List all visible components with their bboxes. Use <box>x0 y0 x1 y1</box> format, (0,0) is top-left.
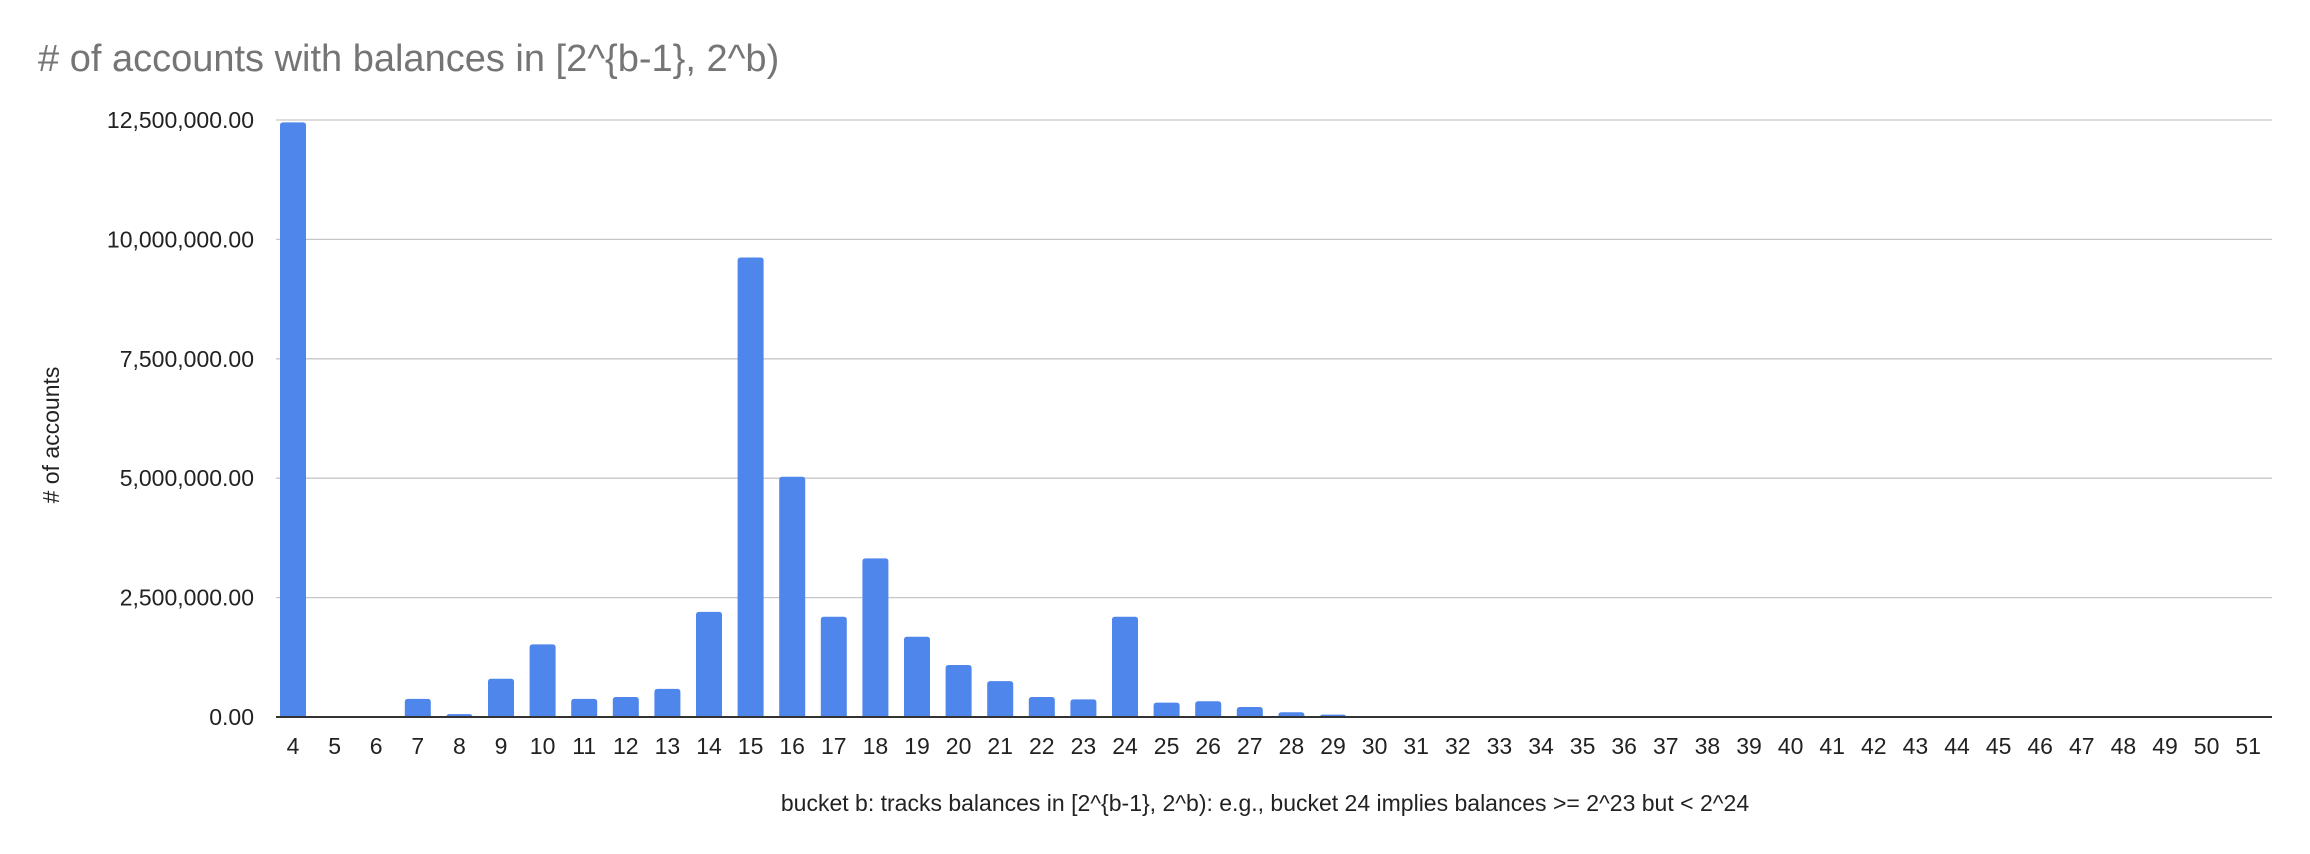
bar-22 <box>1028 696 1055 717</box>
x-tick-label-35: 35 <box>1570 733 1596 759</box>
x-tick-label-38: 38 <box>1695 733 1721 759</box>
bar-15 <box>737 257 764 717</box>
bar-4 <box>280 122 306 717</box>
x-tick-label-23: 23 <box>1071 733 1097 759</box>
x-tick-label-44: 44 <box>1944 733 1970 759</box>
y-tick-label: 7,500,000.00 <box>120 346 254 372</box>
x-tick-label-9: 9 <box>495 733 508 759</box>
bar-13 <box>654 688 681 717</box>
x-tick-label-19: 19 <box>904 733 930 759</box>
chart-title: # of accounts with balances in [2^{b-1},… <box>38 38 779 80</box>
x-tick-label-17: 17 <box>821 733 847 759</box>
x-tick-label-37: 37 <box>1653 733 1679 759</box>
x-tick-label-42: 42 <box>1861 733 1887 759</box>
x-axis-label: bucket b: tracks balances in [2^{b-1}, 2… <box>781 790 1749 816</box>
x-tick-label-40: 40 <box>1778 733 1804 759</box>
x-tick-label-14: 14 <box>696 733 722 759</box>
bar-18 <box>862 558 889 717</box>
bar-20 <box>945 664 972 717</box>
bar-12 <box>612 696 639 717</box>
x-tick-label-48: 48 <box>2111 733 2137 759</box>
bar-11 <box>571 698 598 717</box>
bar-26 <box>1195 701 1222 717</box>
bar-10 <box>529 644 556 717</box>
x-tick-label-43: 43 <box>1903 733 1929 759</box>
x-tick-label-5: 5 <box>328 733 341 759</box>
x-tick-label-45: 45 <box>1986 733 2012 759</box>
bars <box>280 122 2262 717</box>
bar-17 <box>820 616 847 717</box>
bar-25 <box>1153 702 1180 717</box>
y-tick-label: 5,000,000.00 <box>120 465 254 491</box>
x-tick-label-31: 31 <box>1403 733 1429 759</box>
bar-19 <box>904 636 930 717</box>
bar-14 <box>696 611 722 717</box>
x-tick-label-30: 30 <box>1362 733 1388 759</box>
x-tick-label-25: 25 <box>1154 733 1180 759</box>
bar-21 <box>987 681 1014 717</box>
x-tick-label-22: 22 <box>1029 733 1055 759</box>
x-tick-label-13: 13 <box>655 733 681 759</box>
x-tick-label-46: 46 <box>2027 733 2053 759</box>
x-tick-label-49: 49 <box>2152 733 2178 759</box>
bar-27 <box>1236 706 1263 717</box>
x-tick-label-32: 32 <box>1445 733 1471 759</box>
x-tick-label-10: 10 <box>530 733 556 759</box>
y-tick-label: 12,500,000.00 <box>107 107 254 133</box>
bar-7 <box>404 698 431 717</box>
x-tick-label-24: 24 <box>1112 733 1138 759</box>
bar-23 <box>1070 699 1097 717</box>
gridlines <box>276 119 2272 599</box>
x-tick-label-47: 47 <box>2069 733 2095 759</box>
bar-16 <box>779 476 806 717</box>
y-tick-label: 0.00 <box>209 704 254 730</box>
x-tick-label-33: 33 <box>1487 733 1513 759</box>
y-tick-label: 2,500,000.00 <box>120 585 254 611</box>
bar-9 <box>488 678 514 717</box>
bar-24 <box>1112 616 1138 717</box>
x-tick-label-51: 51 <box>2235 733 2261 759</box>
x-tick-label-8: 8 <box>453 733 466 759</box>
x-tick-label-4: 4 <box>287 733 300 759</box>
x-tick-label-27: 27 <box>1237 733 1263 759</box>
x-tick-labels: 4 5 6 7 8 9 10 11 12 13 14 15 16 17 18 19 20 21 22 23 24 25 26… <box>287 733 2261 759</box>
x-tick-label-29: 29 <box>1320 733 1346 759</box>
x-tick-label-41: 41 <box>1819 733 1845 759</box>
bar-28 <box>1278 712 1305 717</box>
x-tick-label-18: 18 <box>863 733 889 759</box>
x-tick-label-36: 36 <box>1611 733 1637 759</box>
x-tick-label-50: 50 <box>2194 733 2220 759</box>
x-tick-label-6: 6 <box>370 733 383 759</box>
x-tick-label-16: 16 <box>779 733 805 759</box>
x-tick-label-28: 28 <box>1279 733 1305 759</box>
y-tick-labels: 0.00 2,500,000.00 5,000,000.00 7,500,000.00… <box>107 107 254 730</box>
y-tick-label: 10,000,000.00 <box>107 226 254 252</box>
x-tick-label-26: 26 <box>1195 733 1221 759</box>
x-tick-label-11: 11 <box>572 733 596 759</box>
y-axis-label: # of accounts <box>38 367 64 504</box>
x-tick-label-20: 20 <box>946 733 972 759</box>
x-tick-label-7: 7 <box>411 733 424 759</box>
x-tick-label-12: 12 <box>613 733 639 759</box>
x-tick-label-15: 15 <box>738 733 764 759</box>
x-tick-label-21: 21 <box>987 733 1013 759</box>
x-tick-label-39: 39 <box>1736 733 1762 759</box>
x-tick-label-34: 34 <box>1528 733 1554 759</box>
